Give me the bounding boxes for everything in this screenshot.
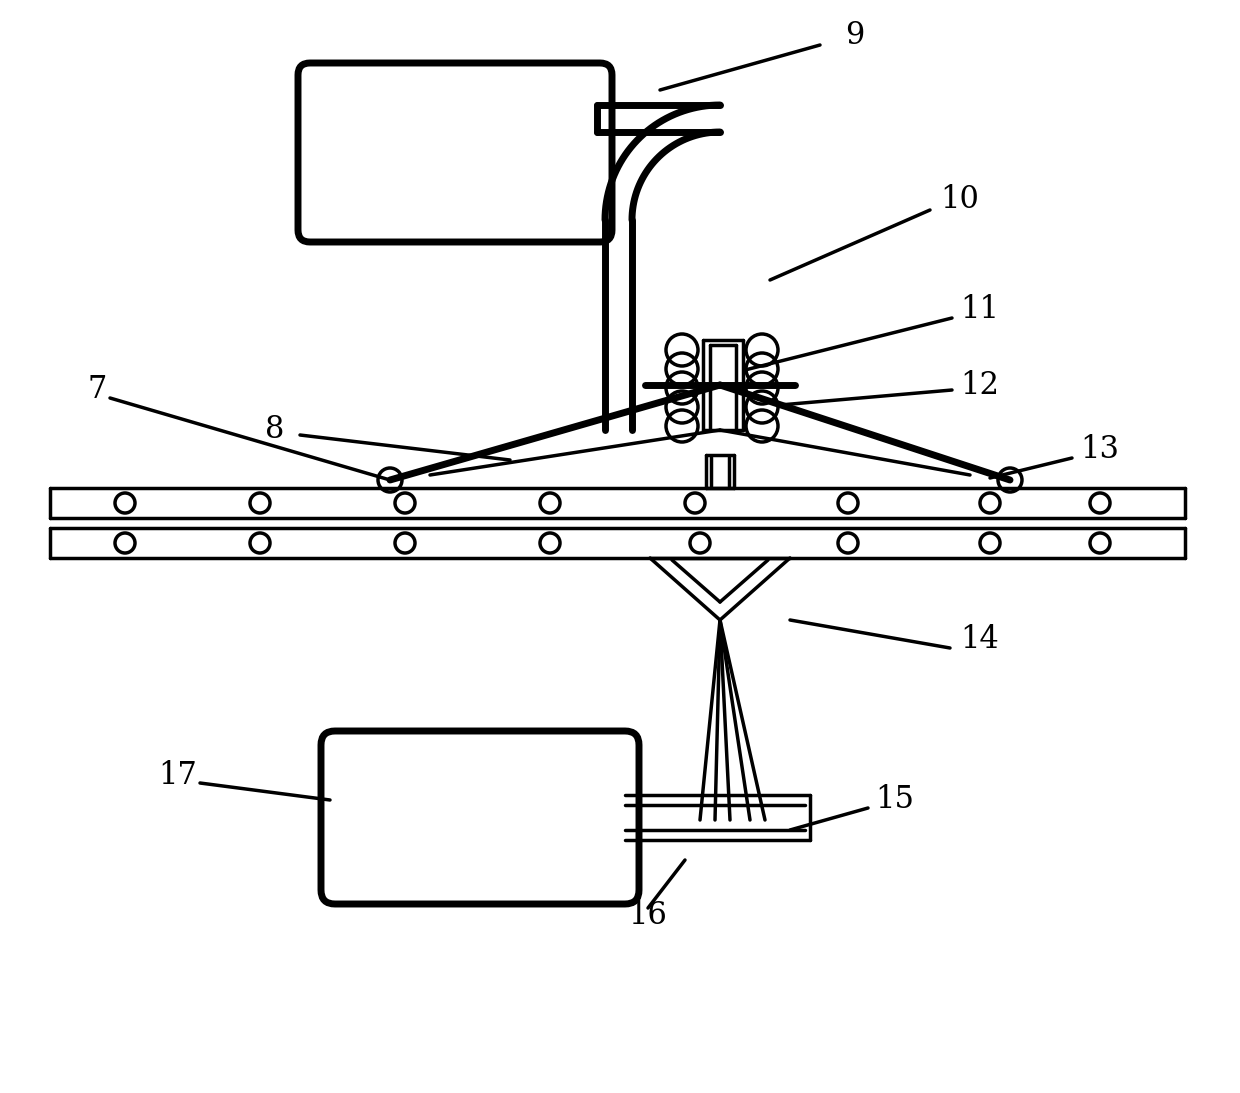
Text: 11: 11 (960, 294, 999, 326)
FancyBboxPatch shape (321, 731, 639, 904)
Text: 17: 17 (157, 760, 197, 790)
Text: 14: 14 (960, 624, 998, 656)
Text: 12: 12 (960, 369, 999, 400)
Text: 10: 10 (940, 185, 978, 215)
FancyBboxPatch shape (298, 63, 613, 242)
Text: 7: 7 (88, 375, 108, 406)
Text: 15: 15 (875, 785, 914, 815)
Text: 16: 16 (627, 900, 667, 930)
Text: 13: 13 (1080, 435, 1118, 466)
Text: 9: 9 (844, 20, 864, 50)
Text: 8: 8 (265, 414, 284, 446)
